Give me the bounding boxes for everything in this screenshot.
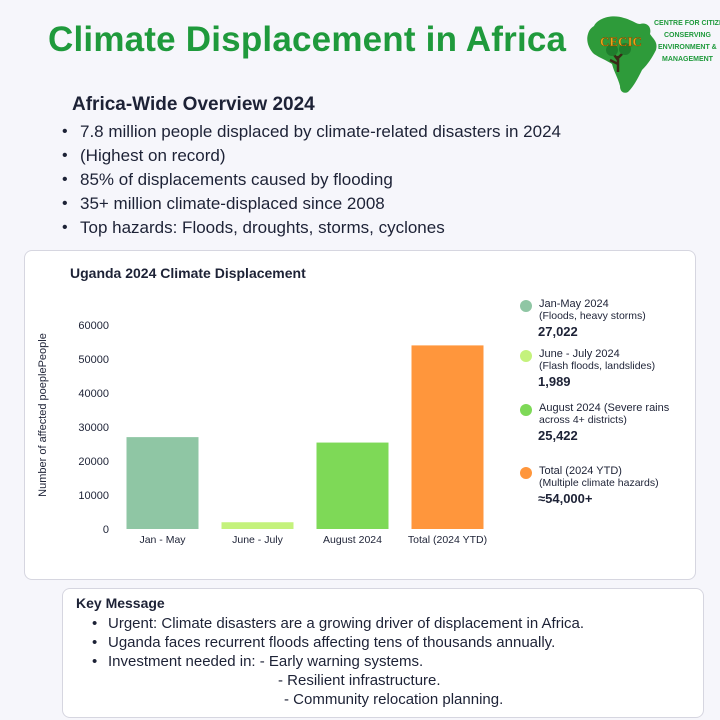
bar-0 bbox=[126, 437, 199, 529]
list-item: Uganda faces recurrent floods affecting … bbox=[92, 633, 584, 652]
overview-list: 7.8 million people displaced by climate-… bbox=[62, 120, 561, 240]
chart-title: Uganda 2024 Climate Displacement bbox=[70, 265, 306, 281]
y-tick-label: 20000 bbox=[78, 456, 109, 468]
legend-label: June - July 2024 (Flash floods, landslide… bbox=[539, 348, 656, 372]
organization-logo: CECIC bbox=[587, 16, 657, 93]
legend-swatch bbox=[520, 404, 532, 416]
y-tick-label: 0 bbox=[103, 524, 109, 536]
bar-chart: 0 10000 20000 30000 40000 50000 60000 Jan - Ma… bbox=[37, 320, 487, 546]
logo-text: CENTRE FOR CITIZENS CONSERVING ENVIRONME… bbox=[654, 20, 720, 63]
y-axis-label: Number of affected poeplePeople bbox=[37, 333, 49, 497]
legend-swatch bbox=[520, 467, 532, 479]
list-item: 35+ million climate-displaced since 2008 bbox=[62, 192, 561, 216]
list-item: Top hazards: Floods, droughts, storms, c… bbox=[62, 216, 561, 240]
y-tick-label: 40000 bbox=[78, 388, 109, 400]
x-tick-label: Total (2024 YTD) bbox=[408, 534, 487, 546]
page-title: Climate Displacement in Africa bbox=[48, 20, 567, 59]
bar-1 bbox=[221, 522, 294, 529]
legend-value: 27,022 bbox=[538, 324, 578, 339]
tree-icon bbox=[609, 50, 626, 72]
legend-label: Total (2024 YTD) (Multiple climate hazard… bbox=[539, 465, 659, 489]
legend-swatch bbox=[520, 350, 532, 362]
key-message-heading: Key Message bbox=[76, 595, 165, 611]
key-message-list: Urgent: Climate disasters are a growing … bbox=[92, 614, 584, 671]
x-tick-label: August 2024 bbox=[323, 534, 382, 546]
list-item: Investment needed in: - Early warning sy… bbox=[92, 652, 584, 671]
list-item: Urgent: Climate disasters are a growing … bbox=[92, 614, 584, 633]
list-item: 7.8 million people displaced by climate-… bbox=[62, 120, 561, 144]
y-tick-label: 10000 bbox=[78, 490, 109, 502]
x-tick-label: Jan - May bbox=[139, 534, 186, 546]
logo-acronym: CECIC bbox=[600, 34, 642, 49]
key-sub-item: - Resilient infrastructure. bbox=[278, 672, 441, 689]
list-item: 85% of displacements caused by flooding bbox=[62, 168, 561, 192]
overview-heading: Africa-Wide Overview 2024 bbox=[72, 94, 315, 115]
legend-swatch bbox=[520, 300, 532, 312]
legend-label: August 2024 (Severe rains across 4+ distr… bbox=[539, 402, 670, 426]
legend-value: ≈54,000+ bbox=[538, 491, 593, 506]
y-tick-label: 50000 bbox=[78, 354, 109, 366]
list-item: (Highest on record) bbox=[62, 144, 561, 168]
bar-2 bbox=[316, 442, 389, 529]
legend-value: 25,422 bbox=[538, 428, 578, 443]
y-tick-label: 60000 bbox=[78, 320, 109, 332]
legend-value: 1,989 bbox=[538, 374, 571, 389]
key-sub-item: - Community relocation planning. bbox=[284, 691, 504, 708]
legend-label: Jan-May 2024 (Floods, heavy storms) bbox=[539, 298, 646, 322]
x-tick-label: June - July bbox=[232, 534, 284, 546]
bar-3 bbox=[411, 345, 484, 529]
y-tick-label: 30000 bbox=[78, 422, 109, 434]
